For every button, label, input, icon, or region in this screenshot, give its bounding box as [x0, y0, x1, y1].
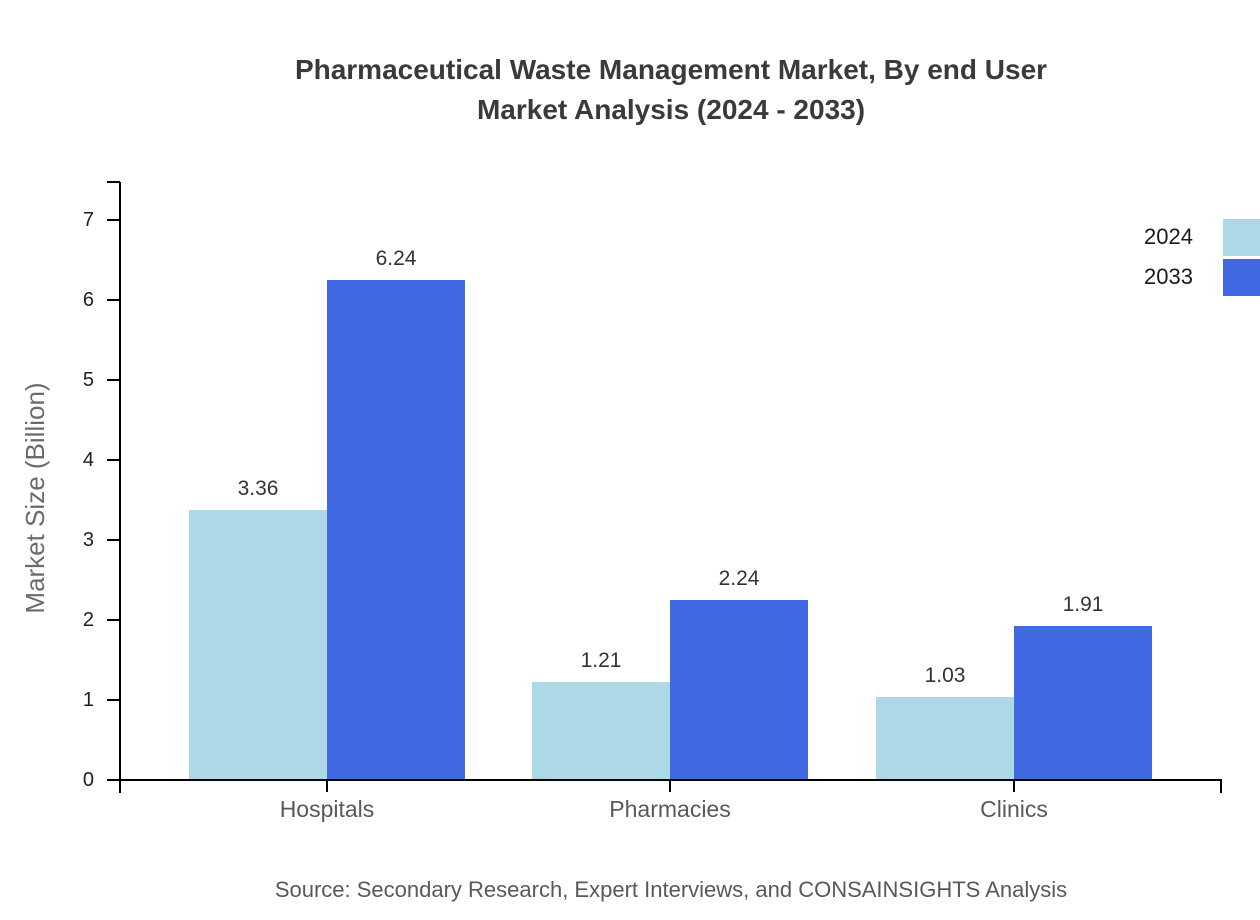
y-axis-top-cap-tick: [107, 181, 120, 183]
y-tick-label: 7: [82, 209, 94, 231]
bar-2024-hospitals: [189, 510, 327, 779]
x-axis-line: [107, 779, 1222, 781]
legend-item-2033: 2033: [1000, 259, 1260, 296]
y-tick: [107, 379, 120, 381]
y-tick: [107, 219, 120, 221]
bar-value-label: 1.03: [924, 664, 966, 687]
legend-swatch-2033: [1223, 259, 1260, 296]
y-tick: [107, 459, 120, 461]
x-tick: [669, 779, 671, 792]
y-tick: [107, 539, 120, 541]
y-tick-label: 6: [82, 289, 94, 311]
chart-title-line1: Pharmaceutical Waste Management Market, …: [294, 54, 1048, 85]
bar-2024-pharmacies: [532, 682, 670, 779]
bar-2024-clinics: [876, 697, 1014, 779]
y-tick: [107, 779, 120, 781]
source-note: Source: Secondary Research, Expert Inter…: [274, 877, 1068, 902]
x-axis-right-cap-tick: [1220, 780, 1222, 793]
bar-value-label: 1.91: [1062, 593, 1104, 616]
y-tick-label: 0: [82, 769, 94, 791]
y-tick-label: 3: [82, 529, 94, 551]
bar-2033-clinics: [1014, 626, 1152, 779]
bar-2033-pharmacies: [670, 600, 808, 779]
y-tick: [107, 299, 120, 301]
y-tick-label: 1: [82, 689, 94, 711]
x-tick: [1013, 779, 1015, 792]
y-tick-label: 4: [82, 449, 94, 471]
y-tick: [107, 699, 120, 701]
x-tick: [326, 779, 328, 792]
x-category-label: Hospitals: [279, 796, 375, 822]
y-axis-line: [119, 182, 121, 793]
legend-label: 2033: [1144, 264, 1193, 289]
chart-title: Pharmaceutical Waste Management Market, …: [120, 50, 1222, 130]
chart-title-line2: Market Analysis (2024 - 2033): [476, 94, 866, 125]
y-tick-label: 5: [82, 369, 94, 391]
y-tick-label: 2: [82, 609, 94, 631]
bar-2033-hospitals: [327, 280, 465, 779]
bar-value-label: 1.21: [580, 649, 622, 672]
legend-swatch-2024: [1223, 219, 1260, 256]
bar-value-label: 2.24: [718, 567, 760, 590]
legend-item-2024: 2024: [1000, 219, 1260, 256]
bar-value-label: 6.24: [375, 247, 417, 270]
y-tick: [107, 619, 120, 621]
x-category-label: Pharmacies: [609, 796, 731, 822]
bar-value-label: 3.36: [237, 477, 279, 500]
y-axis-title: Market Size (Billion): [20, 382, 50, 614]
x-category-label: Clinics: [980, 796, 1048, 822]
legend-label: 2024: [1144, 224, 1193, 249]
